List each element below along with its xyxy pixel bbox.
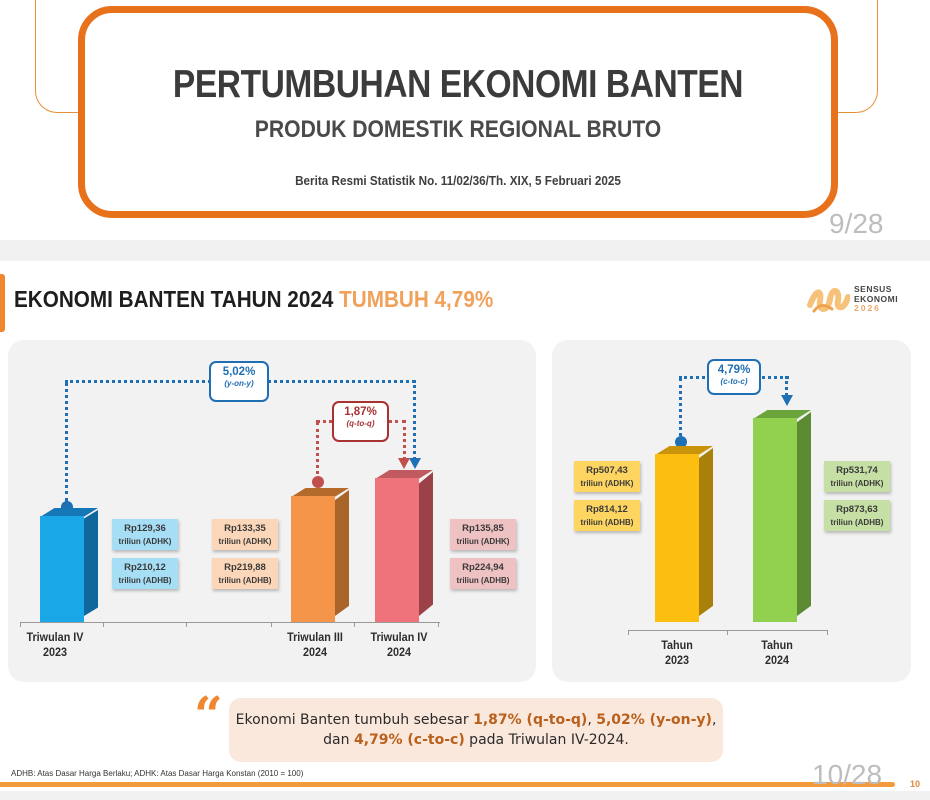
footnote: ADHB: Atas Dasar Harga Berlaku; ADHK: At… xyxy=(11,769,304,778)
sensus-ekonomi-logo-icon xyxy=(807,288,851,313)
x-tick xyxy=(103,622,104,627)
x-tick xyxy=(628,630,629,635)
x-tick xyxy=(827,630,828,635)
bar-tw4-2023 xyxy=(40,508,100,622)
x-tick xyxy=(727,630,728,635)
ctc-callout: 4,79% (c-to-c) xyxy=(707,359,761,395)
yoy-connector-left xyxy=(65,382,68,502)
x-axis xyxy=(20,622,440,623)
qtq-arrow-icon xyxy=(398,458,410,469)
ctc-arrow-icon xyxy=(781,395,793,406)
x-label: Triwulan IV 2023 xyxy=(26,630,84,659)
annual-chart-panel: 4,79% (c-to-c) Rp507,43 triliun (ADHK) Rp… xyxy=(552,340,911,682)
qtq-start-dot xyxy=(312,476,324,488)
slide-number: 10 xyxy=(910,779,921,789)
value-tag-adhk: Rp135,85 triliun (ADHK) xyxy=(450,519,516,550)
slide-heading: EKONOMI BANTEN TAHUN 2024 TUMBUH 4,79% xyxy=(14,286,493,313)
ctc-value: 4,79% (c-to-c) xyxy=(353,732,465,748)
x-tick xyxy=(354,622,355,627)
ctc-connector-left xyxy=(679,378,682,436)
slide-title: PERTUMBUHAN EKONOMI BANTEN xyxy=(172,63,744,106)
sensus-ekonomi-logo: SENSUS EKONOMI 2026 xyxy=(806,283,906,317)
yoy-callout: 5,02% (y-on-y) xyxy=(209,361,269,402)
qtq-callout: 1,87% (q-to-q) xyxy=(332,401,389,442)
summary-box: Ekonomi Banten tumbuh sebesar 1,87% (q-t… xyxy=(229,698,723,762)
release-reference: Berita Resmi Statistik No. 11/02/36/Th. … xyxy=(295,173,621,188)
quote-icon: “ xyxy=(194,685,223,744)
x-tick xyxy=(271,622,272,627)
ctc-start-dot xyxy=(675,436,687,448)
page-indicator: 9/28 xyxy=(829,208,884,239)
qtq-connector-left xyxy=(316,422,319,480)
heading-accent-bar xyxy=(0,274,5,332)
value-tag-adhk: Rp133,35 triliun (ADHK) xyxy=(212,519,278,550)
ctc-connector-right xyxy=(785,376,788,396)
bar-2024 xyxy=(753,410,813,622)
value-tag-adhb: Rp219,88 triliun (ADHB) xyxy=(212,558,278,589)
bar-tw3-2024 xyxy=(291,488,351,622)
footer-accent-bar xyxy=(0,782,895,787)
x-tick xyxy=(438,622,439,627)
value-tag-adhk: Rp129,36 triliun (ADHK) xyxy=(112,519,178,550)
bar-tw4-2024 xyxy=(375,470,435,622)
value-tag-adhk: Rp507,43 triliun (ADHK) xyxy=(574,461,640,492)
x-axis xyxy=(628,630,828,631)
quarterly-chart-panel: 5,02% (y-on-y) 1,87% (q-to-q) Rp129,36 tr… xyxy=(8,340,536,682)
yoy-arrow-icon xyxy=(409,458,421,469)
title-frame: PERTUMBUHAN EKONOMI BANTEN PRODUK DOMEST… xyxy=(78,6,838,218)
value-tag-adhb: Rp814,12 triliun (ADHB) xyxy=(574,500,640,531)
slide-10: EKONOMI BANTEN TAHUN 2024 TUMBUH 4,79% S… xyxy=(0,261,930,791)
x-label: Triwulan IV 2024 xyxy=(370,630,428,659)
yoy-value: 5,02% (y-on-y) xyxy=(596,712,712,728)
value-tag-adhb: Rp210,12 triliun (ADHB) xyxy=(112,558,178,589)
heading-highlight: TUMBUH 4,79% xyxy=(339,286,494,312)
x-tick xyxy=(20,622,21,627)
qtq-connector-right xyxy=(403,420,406,460)
qtq-value: 1,87% (q-to-q) xyxy=(473,712,588,728)
value-tag-adhk: Rp531,74 triliun (ADHK) xyxy=(824,461,890,492)
x-label: Tahun 2023 xyxy=(661,638,693,667)
bar-2023 xyxy=(655,446,715,622)
slide-9: PERTUMBUHAN EKONOMI BANTEN PRODUK DOMEST… xyxy=(0,0,930,240)
x-tick xyxy=(186,622,187,627)
slide-subtitle: PRODUK DOMESTIK REGIONAL BRUTO xyxy=(254,116,662,143)
x-label: Tahun 2024 xyxy=(761,638,793,667)
yoy-connector-right xyxy=(413,380,416,460)
page-indicator: 10/28 xyxy=(812,759,883,790)
value-tag-adhb: Rp873,63 triliun (ADHB) xyxy=(824,500,890,531)
heading-main: EKONOMI BANTEN TAHUN 2024 xyxy=(14,286,340,312)
logo-text: SENSUS EKONOMI 2026 xyxy=(854,284,899,313)
value-tag-adhb: Rp224,94 triliun (ADHB) xyxy=(450,558,516,589)
x-label: Triwulan III 2024 xyxy=(287,630,343,659)
